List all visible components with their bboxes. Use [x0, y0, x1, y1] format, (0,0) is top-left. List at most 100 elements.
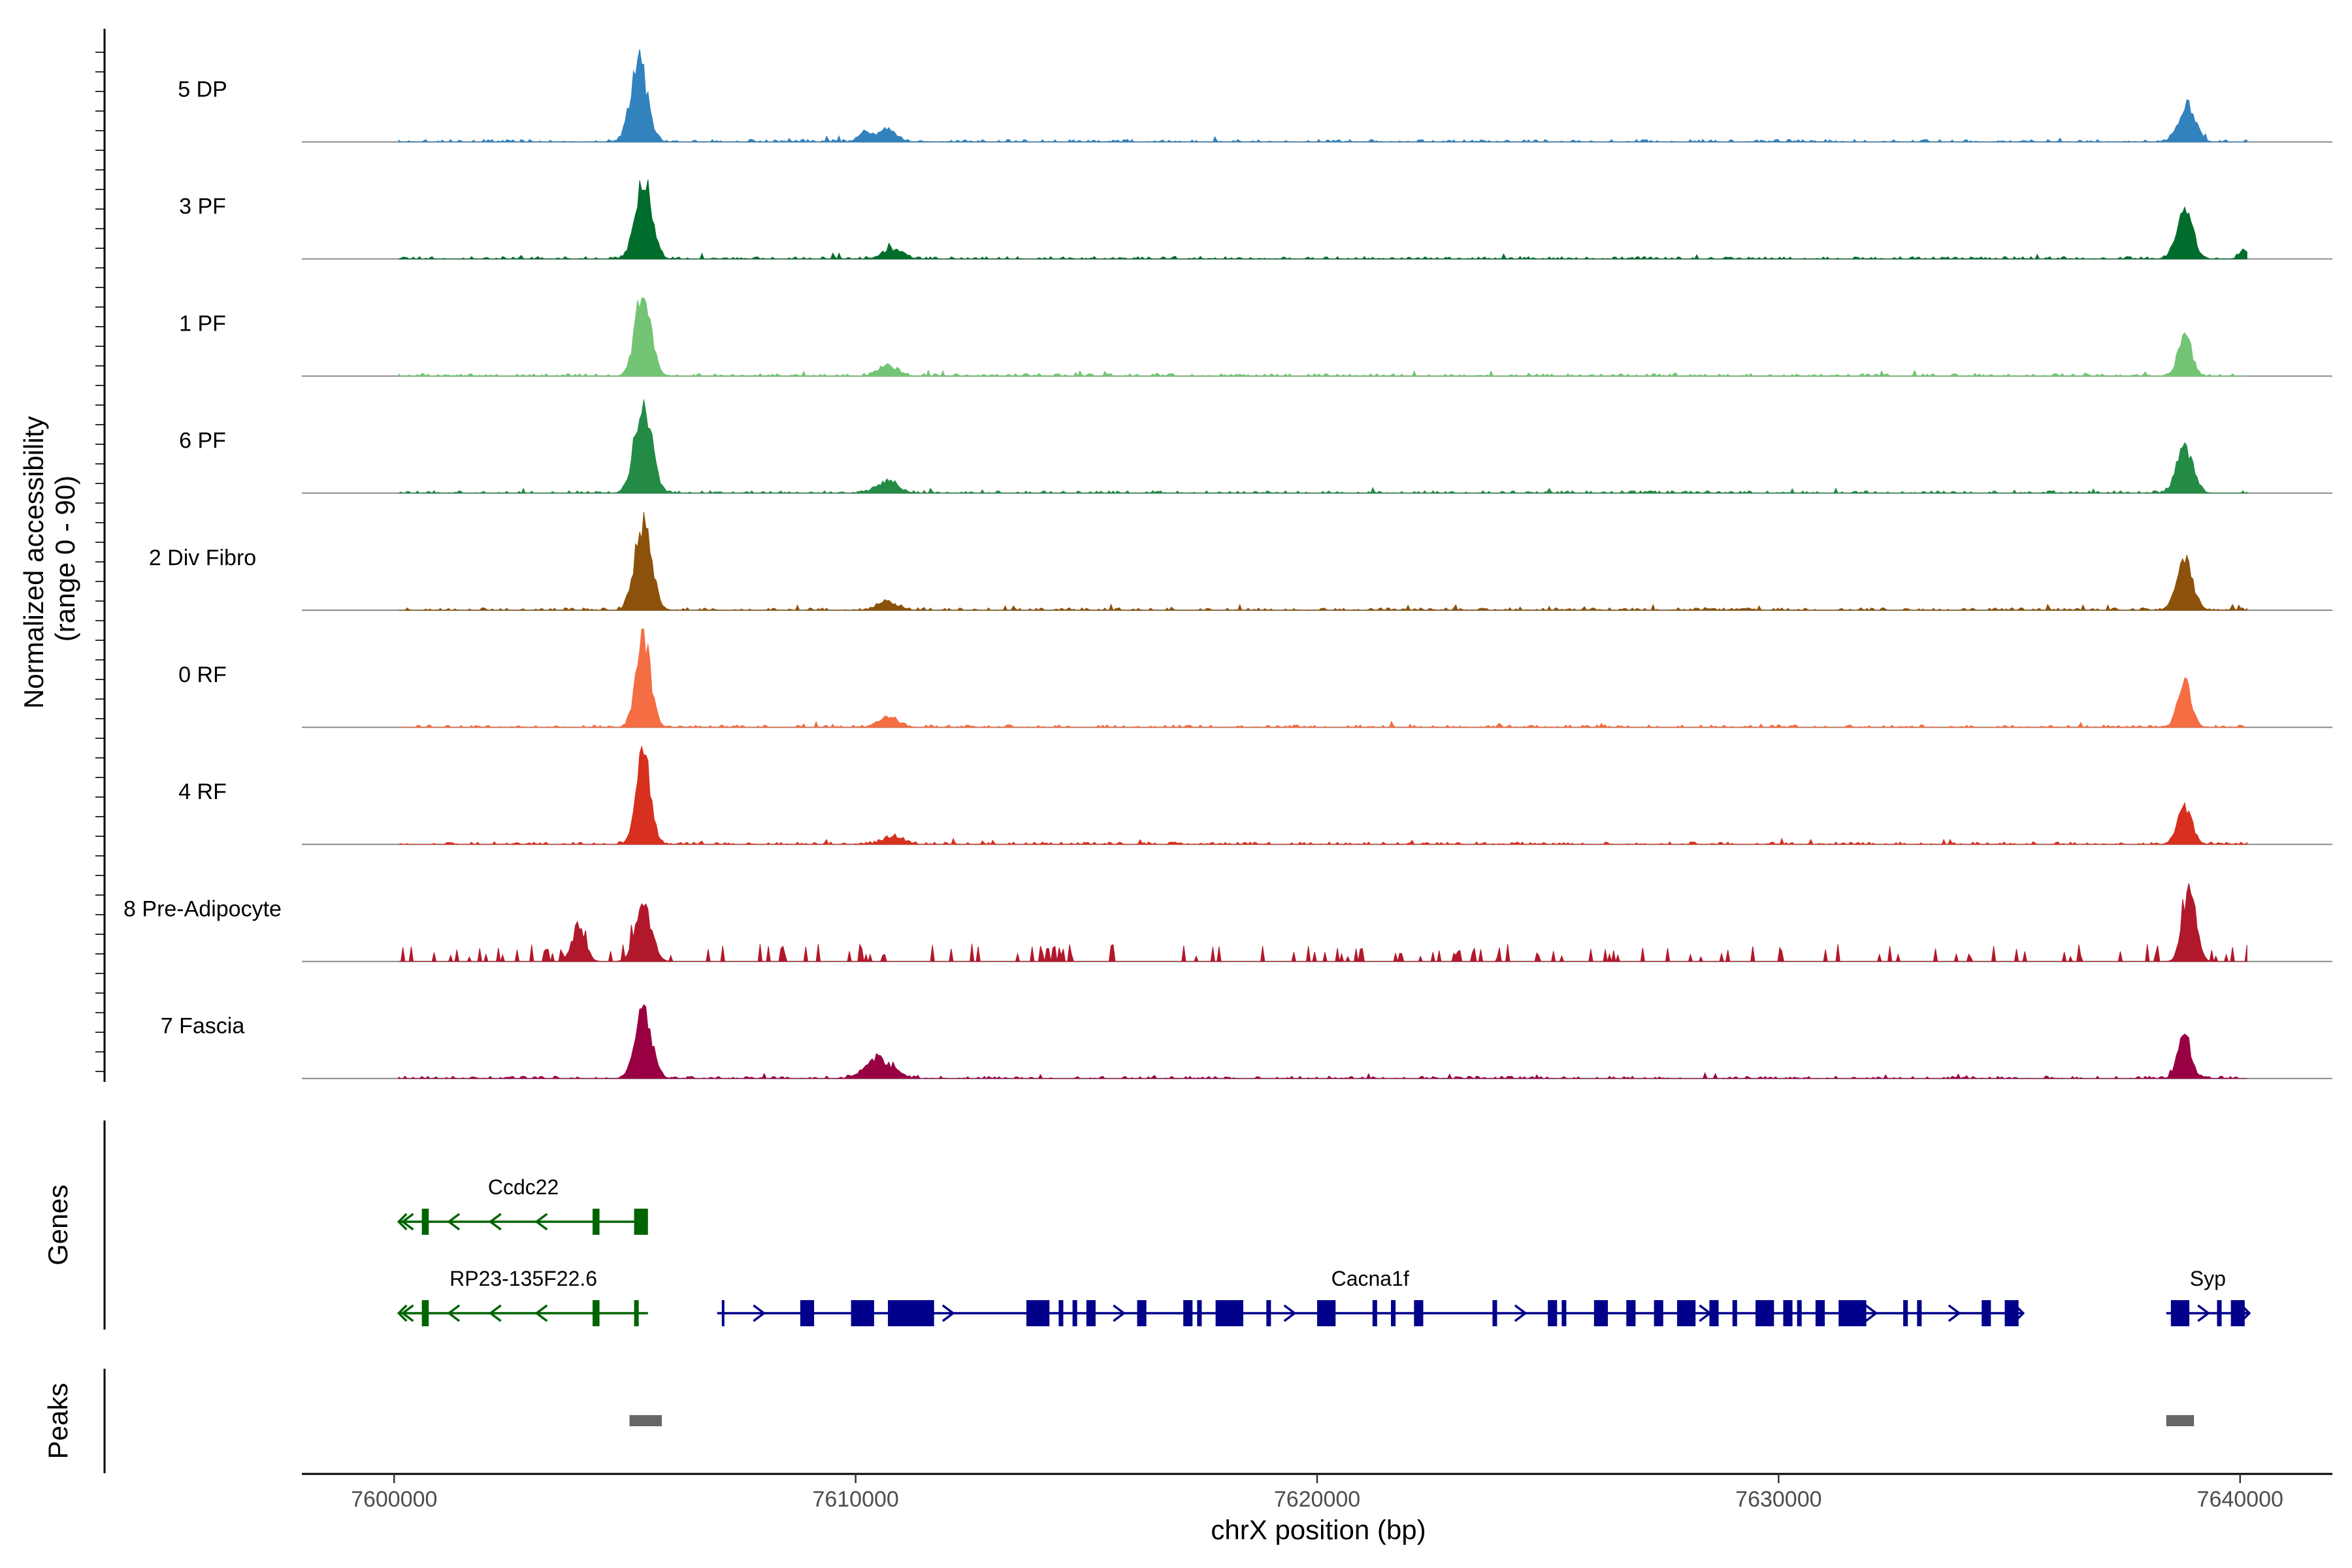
gene-exon: [421, 1300, 429, 1326]
gene-exon: [721, 1300, 725, 1326]
gene-exon: [1391, 1300, 1396, 1326]
track-3-pf: 3 PF: [179, 180, 2332, 260]
gene-exon: [1561, 1300, 1567, 1326]
x-axis-title: chrX position (bp): [1211, 1514, 1426, 1545]
track-6-pf: 6 PF: [179, 399, 2332, 494]
coverage-area: [398, 1004, 2247, 1079]
gene-exon: [1626, 1300, 1636, 1326]
gene-exon: [1593, 1300, 1609, 1326]
track-2-div-fibro: 2 Div Fibro: [149, 512, 2332, 611]
gene-exon: [1372, 1300, 1377, 1326]
coverage-tracks: 5 DP 3 PF 1 PF 6 PF 2 Div Fibro 0 RF 4 RF 8 Pre…: [123, 49, 2332, 1079]
strand-arrow: [753, 1304, 766, 1322]
track-label: 1 PF: [179, 311, 226, 336]
gene-exon: [1317, 1300, 1336, 1326]
gene-exon: [1086, 1300, 1096, 1326]
x-tick-label: 7630000: [1735, 1487, 1821, 1512]
track-label: 0 RF: [178, 662, 227, 687]
gene-exon: [1183, 1300, 1193, 1326]
gene-exon: [1756, 1300, 1774, 1326]
gene-exon: [1072, 1300, 1077, 1326]
gene-exon: [1058, 1300, 1064, 1326]
gene-exon: [1709, 1300, 1719, 1326]
track-label: 3 PF: [179, 194, 226, 219]
y-axis-title-line2: (range 0 - 90): [50, 476, 80, 642]
gene-exon: [1838, 1300, 1867, 1326]
strand-arrow: [2197, 1304, 2211, 1322]
track-label: 7 Fascia: [161, 1014, 245, 1039]
track-label: 2 Div Fibro: [149, 546, 256, 570]
strand-arrow: [1699, 1304, 1712, 1322]
gene-exon: [1414, 1300, 1424, 1326]
y-axis-title: Normalized accessibility (range 0 - 90): [18, 408, 80, 709]
x-axis: 7600000 7610000 7620000 7630000 7640000: [95, 52, 2332, 1512]
gene-exon: [634, 1300, 639, 1326]
gene-label: Cacna1f: [1331, 1267, 1409, 1290]
gene-exon: [1982, 1300, 1991, 1326]
gene-end-arrow: [2014, 1304, 2025, 1322]
track-7-fascia: 7 Fascia: [161, 1004, 2332, 1079]
coverage-area: [399, 629, 2247, 728]
gene-annotation-panel: Ccdc22 RP23-135F22.6 Cacna1f Syp: [397, 1175, 2251, 1326]
strand-arrow: [447, 1304, 461, 1322]
coverage-area: [399, 745, 2247, 845]
gene-exon: [1797, 1300, 1802, 1326]
strand-arrow: [1514, 1304, 1527, 1322]
y-axis-title-line1: Normalized accessibility: [18, 416, 49, 709]
x-tick-label: 7640000: [2197, 1487, 2283, 1512]
gene-exon: [800, 1300, 815, 1326]
peaks-axis-title: Peaks: [42, 1383, 73, 1460]
strand-arrow: [941, 1304, 955, 1322]
gene-exon: [851, 1300, 874, 1326]
track-1-pf: 1 PF: [179, 297, 2332, 377]
gene-exon: [593, 1300, 600, 1326]
gene-exon: [1197, 1300, 1202, 1326]
gene-exon: [1732, 1300, 1737, 1326]
x-tick-label: 7610000: [812, 1487, 898, 1512]
strand-arrow: [1113, 1304, 1126, 1322]
gene-exon: [888, 1300, 934, 1326]
track-label: 5 DP: [178, 77, 227, 102]
gene-exon: [1676, 1300, 1696, 1326]
gene-exon: [421, 1209, 429, 1235]
track-label: 6 PF: [179, 429, 226, 453]
coverage-area: [398, 297, 2247, 377]
gene-exon: [1137, 1300, 1147, 1326]
gene-exon: [1026, 1300, 1050, 1326]
strand-arrow: [400, 1304, 414, 1322]
strand-arrow: [534, 1213, 548, 1231]
strand-arrow: [1948, 1304, 1961, 1322]
strand-arrow: [534, 1304, 548, 1322]
peak-region: [629, 1415, 662, 1426]
gene-rp23-135f22.6: RP23-135F22.6: [397, 1267, 648, 1326]
coverage-area: [399, 512, 2247, 611]
gene-exon: [1266, 1300, 1271, 1326]
track-label: 8 Pre-Adipocyte: [123, 896, 282, 921]
genes-axis-title: Genes: [42, 1184, 73, 1266]
x-tick-label: 7600000: [351, 1487, 437, 1512]
gene-exon: [1783, 1300, 1793, 1326]
strand-arrow: [488, 1304, 502, 1322]
gene-end-arrow: [397, 1304, 408, 1322]
peak-region: [2166, 1415, 2195, 1426]
strand-arrow: [488, 1213, 502, 1231]
gene-exon: [1492, 1300, 1497, 1326]
gene-label: Syp: [2190, 1267, 2226, 1290]
gene-exon: [1903, 1300, 1908, 1326]
gene-exon: [1215, 1300, 1243, 1326]
track-8-pre-adipocyte: 8 Pre-Adipocyte: [123, 883, 2332, 963]
peaks-panel: [629, 1415, 2195, 1426]
strand-arrow: [1283, 1304, 1297, 1322]
gene-exon: [2004, 1300, 2019, 1326]
gene-exon: [2230, 1300, 2245, 1326]
gene-label: RP23-135F22.6: [449, 1267, 597, 1290]
gene-end-arrow: [2240, 1304, 2251, 1322]
gene-cacna1f: Cacna1f: [717, 1267, 2025, 1326]
gene-ccdc22: Ccdc22: [397, 1175, 648, 1235]
gene-exon: [1548, 1300, 1558, 1326]
gene-exon: [1917, 1300, 1922, 1326]
track-0-rf: 0 RF: [178, 629, 2332, 728]
x-tick-label: 7620000: [1274, 1487, 1360, 1512]
gene-exon: [593, 1209, 600, 1235]
